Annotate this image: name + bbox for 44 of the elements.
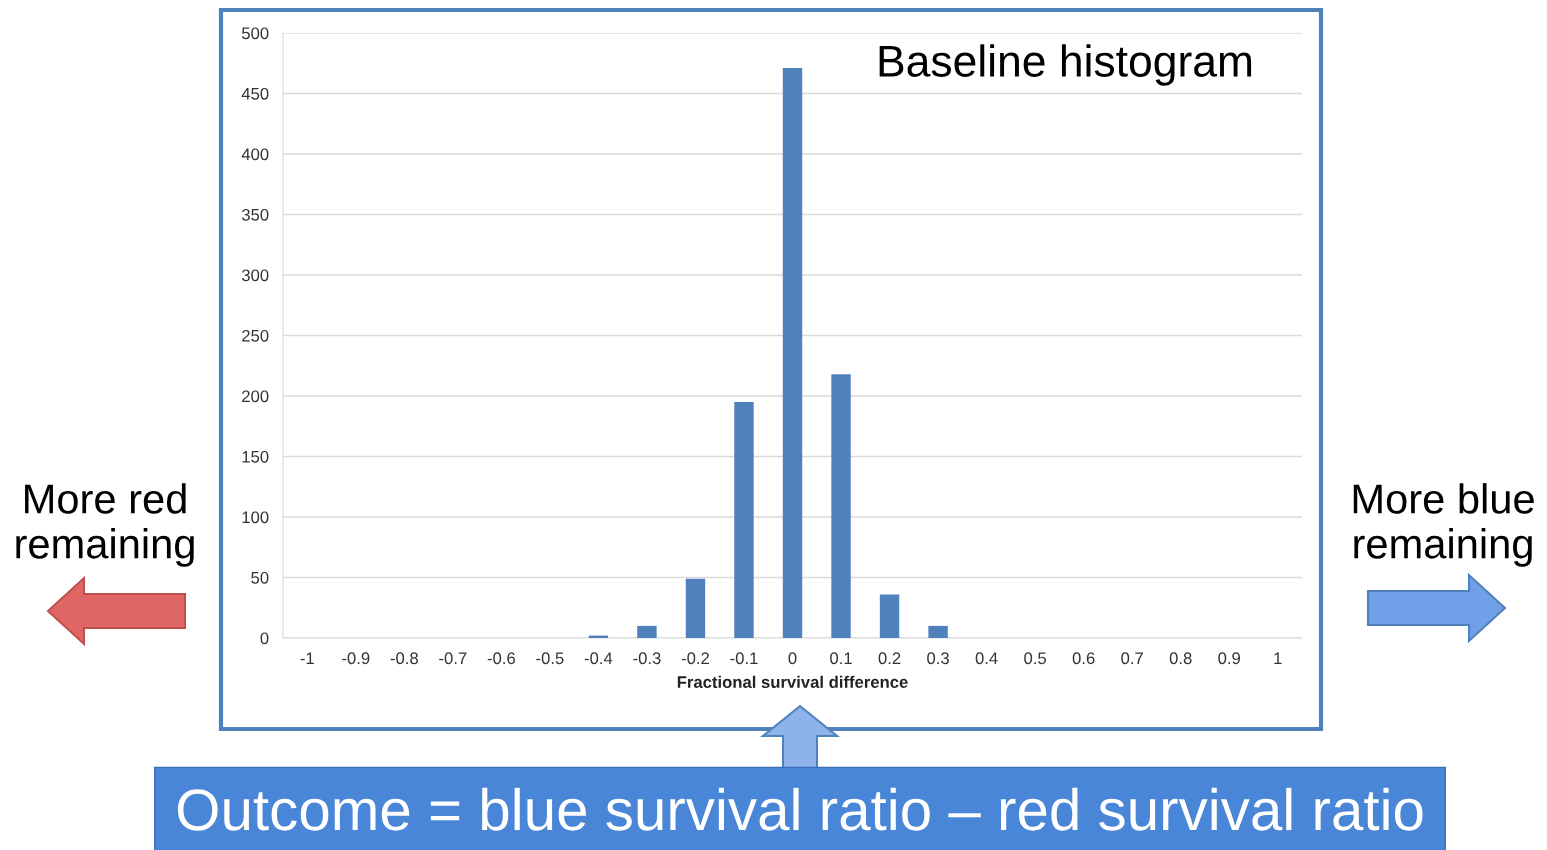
y-tick-label: 350 — [241, 208, 269, 221]
x-tick-label: 0.6 — [1072, 652, 1095, 665]
x-tick-label: 0.5 — [1024, 652, 1047, 665]
bar — [831, 374, 851, 638]
bar — [879, 594, 900, 638]
bar — [685, 578, 706, 638]
x-tick-label: 0.9 — [1218, 652, 1241, 665]
x-tick-label: 0 — [788, 652, 797, 665]
x-tick-label: -0.3 — [633, 652, 661, 665]
bar — [928, 625, 948, 638]
y-tick-label: 300 — [241, 269, 269, 282]
bar — [782, 68, 803, 638]
y-tick-label: 200 — [242, 390, 269, 403]
y-tick-label: 150 — [242, 450, 269, 463]
annotation: Baseline histogram — [879, 44, 1252, 86]
y-tick-label: 500 — [241, 27, 269, 40]
x-tick-label: 0.7 — [1121, 652, 1143, 665]
x-tick-label: -0.9 — [342, 652, 370, 665]
bar — [637, 625, 657, 638]
x-axis-title: Fractional survival difference — [677, 675, 908, 688]
x-tick-label: 0.1 — [830, 652, 852, 665]
x-tick-label: 0.3 — [927, 652, 949, 665]
x-tick-label: 0.4 — [975, 652, 998, 665]
text: Outcome = blue survival ratio – red survival ratio — [177, 787, 1423, 831]
y-tick-label: 100 — [242, 511, 269, 524]
x-tick-label: -0.6 — [487, 652, 515, 665]
text: More red remaining — [16, 483, 194, 567]
x-tick-label: -0.8 — [390, 652, 418, 665]
x-tick-label: -0.4 — [584, 652, 613, 665]
y-tick-label: 250 — [242, 329, 269, 342]
x-tick-label: -0.2 — [681, 652, 709, 665]
x-tick-label: -0.7 — [439, 652, 467, 665]
y-tick-label: 450 — [241, 87, 269, 100]
x-tick-label: 1 — [1274, 652, 1282, 664]
x-tick-label: -0.1 — [730, 652, 758, 665]
x-tick-label: 0.2 — [878, 652, 901, 665]
x-tick-label: 0.8 — [1169, 652, 1192, 665]
text: More blue remaining — [1353, 483, 1534, 567]
y-tick-label: 50 — [251, 571, 269, 584]
bar — [734, 402, 754, 638]
x-tick-label: -0.5 — [536, 652, 564, 665]
y-tick-label: 400 — [241, 148, 269, 161]
x-tick-label: -1 — [300, 652, 314, 664]
y-tick-label: 0 — [260, 632, 269, 645]
